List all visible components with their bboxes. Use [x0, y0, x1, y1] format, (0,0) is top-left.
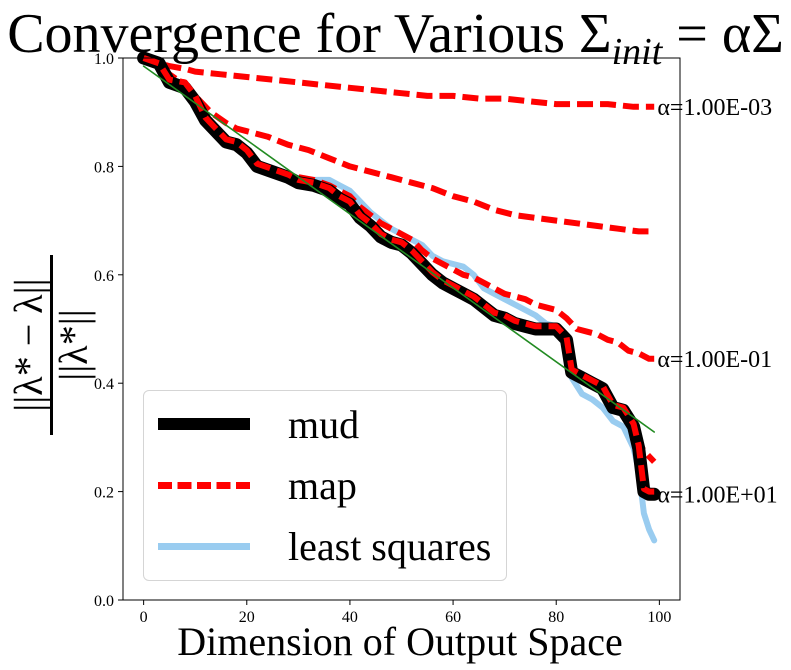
chart-title-subscript: init	[611, 31, 663, 73]
series-line-3	[142, 55, 655, 110]
x-tick-label: 100	[647, 609, 671, 626]
alpha-annotation-0: α=1.00E-03	[657, 95, 772, 121]
alpha-annotation-1: α=1.00E-01	[657, 347, 772, 373]
x-tick-label: 60	[445, 609, 461, 626]
y-axis-label: ||λ* − λ|| ||λ*||	[6, 255, 96, 435]
x-tick-label: 40	[342, 609, 358, 626]
legend-item-map: map	[158, 455, 357, 515]
legend-label-mud: mud	[288, 401, 360, 447]
y-tick-label: 0.0	[94, 593, 114, 610]
annotation-layer: α=1.00E-03 α=1.00E-01 α=1.00E+01	[657, 95, 777, 509]
x-axis-label: Dimension of Output Space	[177, 619, 623, 664]
legend-item-least-squares: least squares	[158, 516, 491, 576]
y-tick-label: 0.8	[94, 159, 114, 176]
y-axis-label-denominator: ||λ*||	[51, 309, 96, 381]
chart-title-suffix: = αΣ	[662, 3, 784, 65]
series-line-4	[142, 55, 655, 235]
series-layer	[137, 51, 661, 544]
y-tick-label: 1.0	[94, 51, 114, 68]
alpha-annotation-2: α=1.00E+01	[657, 482, 777, 508]
legend-label-least-squares: least squares	[288, 523, 492, 569]
series-line-5	[142, 55, 655, 362]
series-line-1	[142, 55, 655, 495]
series-line-7	[142, 65, 656, 433]
y-tick-label: 0.4	[94, 376, 114, 393]
legend-label-map: map	[288, 462, 357, 508]
plot-frame	[122, 57, 681, 601]
y-tick-label: 0.6	[94, 268, 114, 285]
chart-title: Convergence for Various Σinit = αΣ	[0, 2, 791, 71]
legend: mud map least squares	[143, 390, 507, 581]
y-axis-label-numerator: ||λ* − λ||	[6, 255, 53, 435]
x-tick-label: 20	[239, 609, 255, 626]
legend-swatch-map	[158, 481, 250, 489]
x-tick-label: 0	[140, 609, 148, 626]
legend-item-mud: mud	[158, 394, 359, 454]
chart-title-prefix: Convergence for Various Σ	[7, 3, 612, 65]
legend-swatch-least-squares	[158, 542, 250, 550]
axes-layer: 0 20 40 60 80 100 0.0 0.2 0.4 0.6 0.8 1.0	[94, 51, 681, 626]
x-tick-label: 80	[548, 609, 564, 626]
y-tick-label: 0.2	[94, 485, 114, 502]
legend-swatch-mud	[158, 418, 250, 430]
